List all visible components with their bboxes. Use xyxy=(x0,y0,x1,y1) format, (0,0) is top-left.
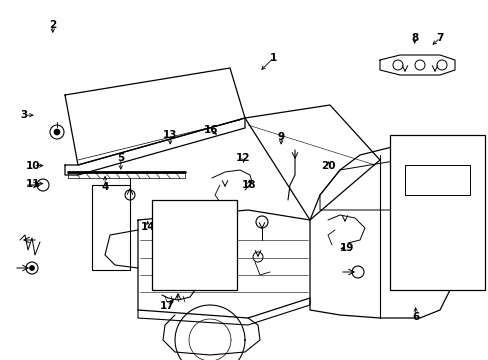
Text: 16: 16 xyxy=(203,125,218,135)
Bar xyxy=(389,135,484,290)
Text: 7: 7 xyxy=(435,33,443,43)
Text: 5: 5 xyxy=(117,153,124,163)
Text: 8: 8 xyxy=(410,33,417,43)
Text: 9: 9 xyxy=(277,132,284,142)
Text: 2: 2 xyxy=(49,20,56,30)
Bar xyxy=(152,200,237,290)
Text: 10: 10 xyxy=(26,161,41,171)
Text: 3: 3 xyxy=(20,110,27,120)
Text: 14: 14 xyxy=(140,222,155,232)
Text: 18: 18 xyxy=(242,180,256,190)
Text: 11: 11 xyxy=(26,179,41,189)
Text: 1: 1 xyxy=(270,53,277,63)
Ellipse shape xyxy=(29,266,35,270)
Text: 4: 4 xyxy=(101,182,109,192)
Text: 6: 6 xyxy=(411,312,418,322)
Text: 15: 15 xyxy=(167,222,182,232)
Text: 13: 13 xyxy=(163,130,177,140)
Text: 17: 17 xyxy=(160,301,174,311)
Text: 12: 12 xyxy=(236,153,250,163)
Bar xyxy=(92,185,130,270)
Text: 20: 20 xyxy=(321,161,335,171)
Text: 19: 19 xyxy=(339,243,354,253)
Ellipse shape xyxy=(54,129,60,135)
